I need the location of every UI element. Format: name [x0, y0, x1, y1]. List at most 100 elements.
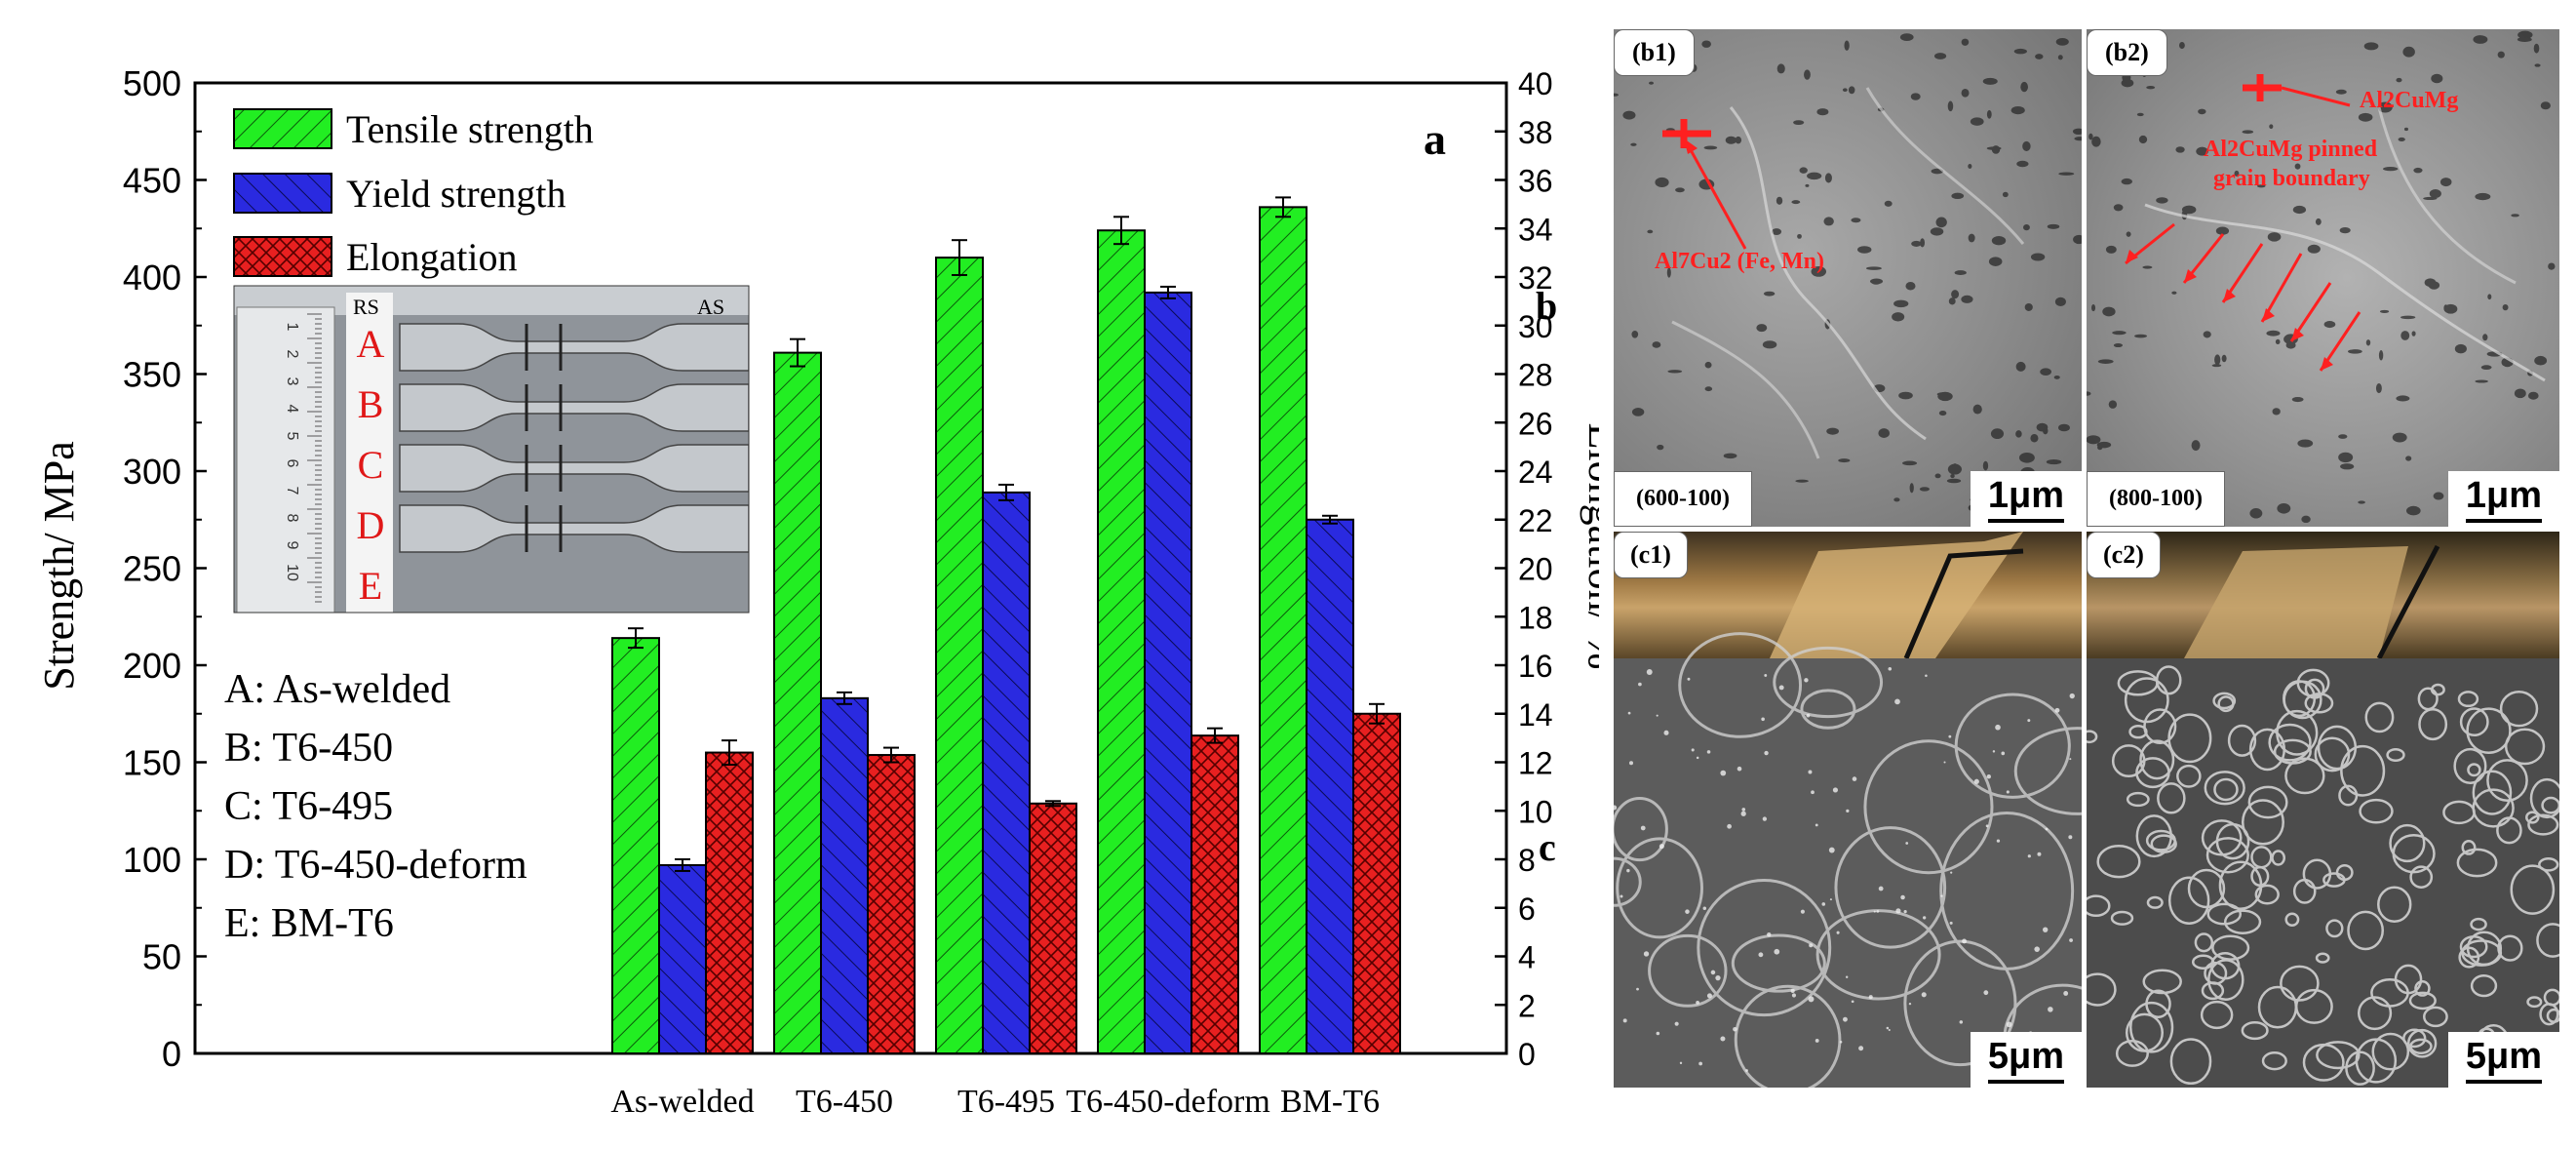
precipitate [2402, 46, 2415, 58]
right-tick-label: 10 [1518, 794, 1553, 829]
dimple [2470, 917, 2487, 931]
right-tick-label: 30 [1518, 309, 1553, 344]
dimple [2155, 665, 2182, 695]
dimple [2145, 829, 2176, 852]
precipitate [1776, 63, 1785, 74]
bar-elongation [867, 754, 916, 1054]
particle [1740, 811, 1746, 816]
precipitate [2424, 278, 2437, 288]
precipitate [2439, 178, 2452, 187]
precipitate [2431, 73, 2443, 84]
ruler-number: 8 [284, 514, 300, 523]
dimple [2459, 934, 2488, 959]
particle [1845, 975, 1849, 978]
particle [1828, 847, 1835, 853]
precipitate [2338, 452, 2354, 463]
dimple [2315, 952, 2330, 964]
precipitate [2108, 400, 2118, 409]
precipitate [2433, 492, 2444, 500]
particle [1791, 993, 1797, 998]
precipitate [2365, 339, 2371, 346]
right-tick-label: 8 [1518, 843, 1536, 878]
precipitate [1961, 295, 1973, 303]
particle [1804, 678, 1809, 683]
precipitate [2156, 197, 2168, 204]
precipitate [1701, 40, 1711, 48]
particle [1646, 669, 1653, 675]
dimple [2125, 1012, 2164, 1052]
boundary-arrowhead [2223, 289, 2236, 302]
precipitate [2411, 331, 2416, 337]
right-tick-label: 34 [1518, 212, 1553, 247]
particle [2063, 991, 2069, 996]
dimple [2283, 680, 2322, 720]
precipitate [2377, 101, 2393, 113]
precipitate [2335, 89, 2347, 95]
particle [1640, 825, 1646, 831]
precipitate [2203, 331, 2211, 338]
precipitate [2405, 456, 2412, 461]
dimple [2176, 764, 2202, 788]
category-label: T6-450 [796, 1084, 893, 1120]
dimple [2292, 878, 2317, 904]
dimple [2013, 727, 2082, 815]
dimple [2359, 798, 2394, 824]
inset-rs-label: RS [353, 295, 379, 319]
dimple [2325, 919, 2344, 938]
ruler-number: 6 [284, 459, 300, 468]
sample-key-item: A: As-welded [224, 667, 450, 712]
precipitate [2015, 430, 2022, 438]
dimple [2217, 695, 2235, 713]
precipitate [1723, 453, 1737, 459]
dimple [2371, 1032, 2410, 1071]
precipitate [2134, 334, 2148, 338]
dimple [2409, 1038, 2433, 1054]
precipitate [1968, 163, 1972, 169]
precipitate [2398, 137, 2405, 142]
precipitate [2400, 315, 2416, 320]
b2-annotation-line1: Al2CuMg pinned [2204, 137, 2378, 162]
precipitate [2175, 146, 2185, 153]
precipitate [2054, 297, 2066, 307]
precipitate [1614, 93, 1620, 97]
particle [1908, 1002, 1912, 1006]
y-axis-label: Strength/ MPa [35, 441, 83, 690]
particle [2068, 835, 2073, 840]
dimple [2218, 860, 2263, 910]
legend-yield: Yield strength [346, 172, 566, 216]
precipitate [1631, 408, 1645, 416]
precipitate [2315, 218, 2322, 225]
precipitate [2323, 321, 2336, 329]
specimen [399, 383, 749, 432]
precipitate [2035, 54, 2044, 59]
particle [1996, 839, 2001, 843]
particle [1888, 667, 1893, 671]
boundary-arrowhead [2321, 357, 2333, 371]
micrograph-b1: (b1) Al7Cu2 (Fe, Mn) (600-100) 1μm [1614, 29, 2082, 527]
particle [1696, 1000, 1699, 1005]
precipitate [2053, 375, 2060, 379]
bar-elongation [1190, 734, 1239, 1054]
left-tick-label: 400 [123, 258, 181, 297]
particle [2069, 938, 2073, 942]
dimple [2527, 813, 2559, 836]
precipitate [1851, 218, 1861, 223]
ruler-number: 5 [284, 432, 300, 441]
dimple [2408, 991, 2437, 1010]
particle [2054, 707, 2060, 713]
bar-tensile [935, 257, 984, 1055]
precipitate [2517, 30, 2533, 39]
right-tick-label: 0 [1518, 1037, 1536, 1072]
dimple [1734, 984, 1842, 1088]
dimple [2302, 858, 2332, 890]
precipitate [2198, 108, 2206, 115]
precipitate [1972, 404, 1982, 415]
precipitate [1909, 483, 1914, 494]
precipitate [2097, 359, 2114, 364]
particle [1943, 761, 1946, 764]
particle [1878, 886, 1884, 891]
inset-as-label: AS [697, 295, 724, 319]
precipitate [1938, 411, 1947, 416]
